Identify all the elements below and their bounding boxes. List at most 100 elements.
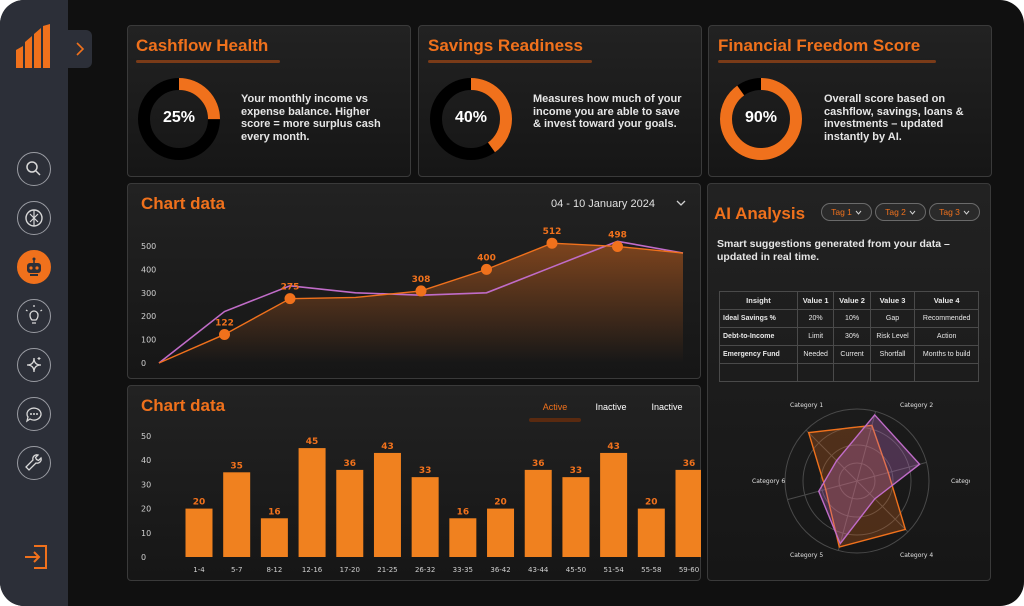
table-cell: Needed xyxy=(796,345,835,364)
table-cell: 30% xyxy=(833,327,871,346)
bar[interactable] xyxy=(223,472,251,557)
data-point[interactable] xyxy=(415,285,427,297)
table-cell: Emergency Fund xyxy=(719,345,798,364)
bar-value-label: 20 xyxy=(193,498,206,508)
date-range-select[interactable]: 04 - 10 January 2024 xyxy=(551,198,686,210)
radar-series-2 xyxy=(817,413,921,545)
nav-chat-button[interactable] xyxy=(17,397,51,431)
data-label: 498 xyxy=(608,230,627,240)
radar-grid-ring xyxy=(820,444,894,518)
table-header: Value 4 xyxy=(914,291,979,310)
nav-bot-button[interactable] xyxy=(17,250,51,284)
data-label: 308 xyxy=(412,275,431,285)
lightbulb-icon xyxy=(25,305,43,324)
table-cell xyxy=(719,363,798,382)
line-chart: 500 400 300 200 100 0 122 275 308 400 512 498 xyxy=(141,227,684,368)
freedom-description: Overall score based on cashflow, savings,… xyxy=(824,93,964,143)
sparkle-icon xyxy=(26,357,42,373)
cashflow-ring: 25% xyxy=(136,76,222,162)
bar-chart: 50 40 30 20 10 0 20 1-4 35 5-7 16 8-12 45 12-16 36 17-2… xyxy=(141,432,702,574)
radar-axis xyxy=(856,461,927,482)
nav-ai-button[interactable] xyxy=(17,201,51,235)
x-tick-label: 59-60 xyxy=(679,566,699,574)
radar-category-label: Category 5 xyxy=(790,552,823,559)
bar-value-label: 16 xyxy=(268,507,281,517)
bar[interactable] xyxy=(373,452,401,557)
radar-axis xyxy=(837,480,858,551)
bar[interactable] xyxy=(449,518,477,557)
data-point[interactable] xyxy=(612,240,623,252)
chevron-right-icon xyxy=(76,42,85,56)
tab-inactive-2[interactable]: Inactive xyxy=(651,402,683,412)
radar-category-label: Category 3 xyxy=(951,478,970,485)
radar-series-1 xyxy=(807,424,907,548)
x-tick-label: 55-58 xyxy=(641,566,661,574)
tag-1-button[interactable]: Tag 1 xyxy=(821,203,872,221)
cashflow-value: 25% xyxy=(162,109,196,126)
data-point[interactable] xyxy=(284,293,296,305)
bar-value-label: 20 xyxy=(645,498,658,508)
data-point[interactable] xyxy=(481,263,492,275)
logout-icon[interactable] xyxy=(22,543,50,571)
chevron-down-icon xyxy=(855,210,862,215)
y-tick-label: 10 xyxy=(141,529,151,538)
x-tick-label: 17-20 xyxy=(340,566,360,574)
freedom-title: Financial Freedom Score xyxy=(718,36,921,55)
bar[interactable] xyxy=(185,508,213,557)
table-row: Ideal Savings % 20% 10% Gap Recommended xyxy=(719,309,979,328)
bar[interactable] xyxy=(298,448,326,557)
title-underline xyxy=(718,60,936,63)
x-tick-label: 43-44 xyxy=(528,566,549,574)
data-point[interactable] xyxy=(219,328,230,340)
bar[interactable] xyxy=(675,469,702,557)
x-tick-label: 5-7 xyxy=(231,566,242,574)
bar[interactable] xyxy=(260,518,288,557)
bar[interactable] xyxy=(524,469,552,557)
bar-chart-title: Chart data xyxy=(141,396,226,415)
cashflow-title: Cashflow Health xyxy=(136,36,269,55)
y-tick-label: 50 xyxy=(141,432,151,441)
bar[interactable] xyxy=(336,469,364,557)
y-tick-label: 100 xyxy=(141,336,156,345)
title-underline xyxy=(428,60,592,63)
table-header: Value 2 xyxy=(833,291,871,310)
table-cell xyxy=(869,363,916,382)
title-underline xyxy=(136,60,280,63)
nav-tools-button[interactable] xyxy=(17,446,51,480)
tag-3-button[interactable]: Tag 3 xyxy=(929,203,980,221)
bar[interactable] xyxy=(487,508,515,557)
radar-category-label: Category 6 xyxy=(752,478,785,485)
data-point[interactable] xyxy=(546,237,558,249)
sidebar xyxy=(0,0,68,606)
tab-active[interactable]: Active xyxy=(542,402,568,412)
chevron-down-icon xyxy=(909,210,916,215)
table-header: Insight xyxy=(719,291,798,310)
tag-2-button[interactable]: Tag 2 xyxy=(875,203,926,221)
savings-readiness-card: Savings Readiness 40% Measures how much … xyxy=(418,25,702,177)
nav-search-button[interactable] xyxy=(17,152,51,186)
x-tick-label: 36-42 xyxy=(490,566,510,574)
x-tick-label: 12-16 xyxy=(302,566,323,574)
tag-3-label: Tag 3 xyxy=(939,207,960,217)
tab-inactive-1[interactable]: Inactive xyxy=(595,402,627,412)
bar-value-label: 36 xyxy=(532,459,545,469)
bar[interactable] xyxy=(562,477,590,557)
bar[interactable] xyxy=(600,452,628,557)
table-row: Emergency Fund Needed Current Shortfall Mont… xyxy=(719,345,979,364)
bar-value-label: 36 xyxy=(344,459,357,469)
bar-value-label: 35 xyxy=(230,461,243,471)
financial-freedom-card: Financial Freedom Score 90% Overall scor… xyxy=(708,25,992,177)
radar-grid-ring xyxy=(784,408,930,554)
expand-sidebar-button[interactable] xyxy=(68,30,92,68)
bar[interactable] xyxy=(637,508,665,557)
nav-sparkle-button[interactable] xyxy=(17,348,51,382)
x-tick-label: 8-12 xyxy=(266,566,282,574)
nav-ideas-button[interactable] xyxy=(17,299,51,333)
table-cell xyxy=(796,363,835,382)
bar[interactable] xyxy=(411,477,439,557)
robot-icon xyxy=(27,257,41,276)
bar-value-label: 45 xyxy=(306,437,319,447)
data-label: 275 xyxy=(281,283,300,293)
data-label: 512 xyxy=(543,227,562,237)
wrench-icon xyxy=(25,454,42,471)
